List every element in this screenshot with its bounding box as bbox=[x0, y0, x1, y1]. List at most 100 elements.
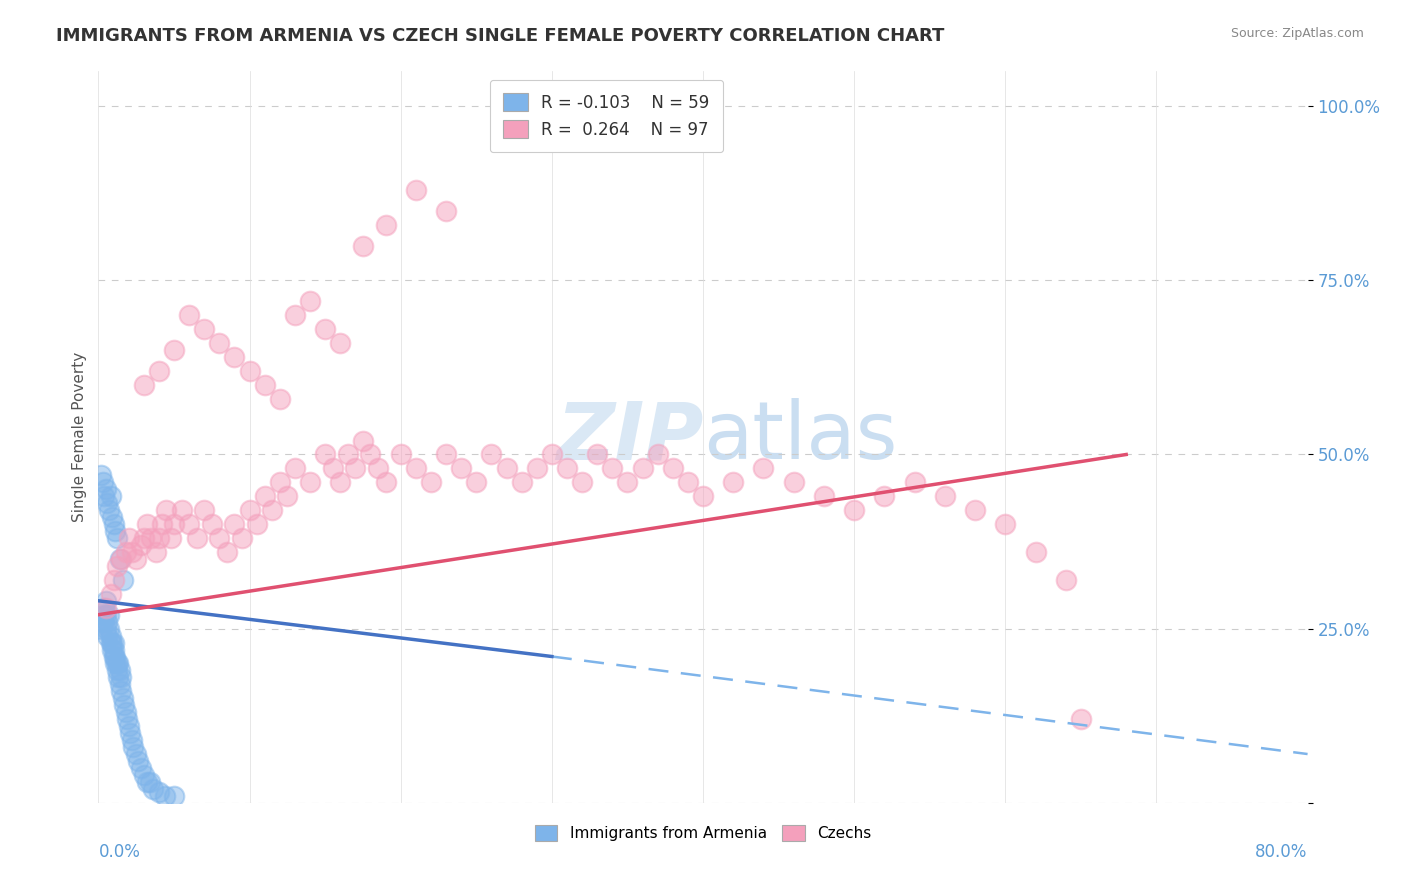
Point bbox=[103, 642, 125, 657]
Point bbox=[135, 517, 157, 532]
Point bbox=[1070, 712, 1092, 726]
Point bbox=[150, 517, 173, 532]
Point bbox=[783, 475, 806, 490]
Point bbox=[813, 489, 835, 503]
Point bbox=[405, 461, 427, 475]
Point bbox=[148, 364, 170, 378]
Point bbox=[163, 343, 186, 357]
Point bbox=[661, 461, 683, 475]
Point bbox=[148, 531, 170, 545]
Point bbox=[434, 448, 457, 462]
Text: IMMIGRANTS FROM ARMENIA VS CZECH SINGLE FEMALE POVERTY CORRELATION CHART: IMMIGRANTS FROM ARMENIA VS CZECH SINGLE … bbox=[56, 27, 945, 45]
Point bbox=[129, 538, 152, 552]
Point bbox=[115, 712, 138, 726]
Point bbox=[540, 448, 562, 462]
Point bbox=[374, 475, 396, 490]
Point bbox=[352, 238, 374, 252]
Point bbox=[101, 635, 124, 649]
Point bbox=[111, 691, 134, 706]
Point bbox=[118, 719, 141, 733]
Point bbox=[224, 350, 246, 364]
Text: 0.0%: 0.0% bbox=[98, 843, 141, 861]
Point bbox=[112, 698, 135, 713]
Point bbox=[676, 475, 699, 490]
Point bbox=[121, 733, 143, 747]
Point bbox=[170, 503, 193, 517]
Point bbox=[132, 531, 155, 545]
Point bbox=[108, 677, 131, 691]
Point bbox=[965, 503, 987, 517]
Point bbox=[193, 322, 215, 336]
Point bbox=[94, 594, 117, 608]
Point bbox=[107, 657, 129, 671]
Point bbox=[96, 629, 118, 643]
Point bbox=[322, 461, 344, 475]
Point bbox=[329, 336, 352, 351]
Point bbox=[374, 218, 396, 232]
Point bbox=[215, 545, 238, 559]
Point bbox=[100, 587, 122, 601]
Point bbox=[201, 517, 224, 532]
Point bbox=[125, 747, 148, 761]
Point bbox=[253, 489, 276, 503]
Point bbox=[186, 531, 208, 545]
Point bbox=[104, 657, 127, 671]
Y-axis label: Single Female Poverty: Single Female Poverty bbox=[72, 352, 87, 522]
Point bbox=[269, 475, 291, 490]
Point bbox=[110, 684, 132, 698]
Point bbox=[420, 475, 443, 490]
Point bbox=[602, 461, 624, 475]
Point bbox=[100, 635, 122, 649]
Point bbox=[91, 615, 114, 629]
Text: atlas: atlas bbox=[703, 398, 897, 476]
Point bbox=[120, 726, 142, 740]
Point bbox=[100, 489, 122, 503]
Point bbox=[145, 545, 167, 559]
Point bbox=[262, 503, 284, 517]
Point bbox=[160, 531, 183, 545]
Point bbox=[299, 475, 322, 490]
Point bbox=[336, 448, 359, 462]
Point bbox=[103, 517, 125, 532]
Point bbox=[98, 622, 121, 636]
Point bbox=[571, 475, 593, 490]
Point bbox=[104, 524, 127, 538]
Point bbox=[100, 629, 122, 643]
Point bbox=[179, 308, 201, 322]
Point bbox=[153, 789, 176, 803]
Point bbox=[104, 649, 127, 664]
Point bbox=[1024, 545, 1046, 559]
Point bbox=[692, 489, 714, 503]
Point bbox=[284, 461, 307, 475]
Point bbox=[132, 768, 155, 782]
Point bbox=[163, 517, 186, 532]
Point bbox=[108, 552, 131, 566]
Point bbox=[132, 377, 155, 392]
Point bbox=[105, 531, 128, 545]
Point bbox=[329, 475, 352, 490]
Point bbox=[98, 503, 121, 517]
Point bbox=[91, 475, 114, 490]
Point bbox=[844, 503, 866, 517]
Point bbox=[118, 531, 141, 545]
Point bbox=[495, 461, 517, 475]
Point bbox=[93, 607, 115, 622]
Point bbox=[114, 705, 136, 719]
Point bbox=[934, 489, 956, 503]
Point bbox=[752, 461, 775, 475]
Legend: Immigrants from Armenia, Czechs: Immigrants from Armenia, Czechs bbox=[522, 813, 884, 854]
Point bbox=[90, 622, 112, 636]
Point bbox=[208, 531, 231, 545]
Point bbox=[450, 461, 472, 475]
Point bbox=[148, 785, 170, 799]
Point bbox=[101, 642, 124, 657]
Point bbox=[125, 552, 148, 566]
Point bbox=[246, 517, 269, 532]
Point bbox=[110, 552, 132, 566]
Text: ZIP: ZIP bbox=[555, 398, 703, 476]
Point bbox=[141, 531, 163, 545]
Point bbox=[367, 461, 389, 475]
Point bbox=[122, 740, 145, 755]
Text: 80.0%: 80.0% bbox=[1256, 843, 1308, 861]
Point bbox=[107, 670, 129, 684]
